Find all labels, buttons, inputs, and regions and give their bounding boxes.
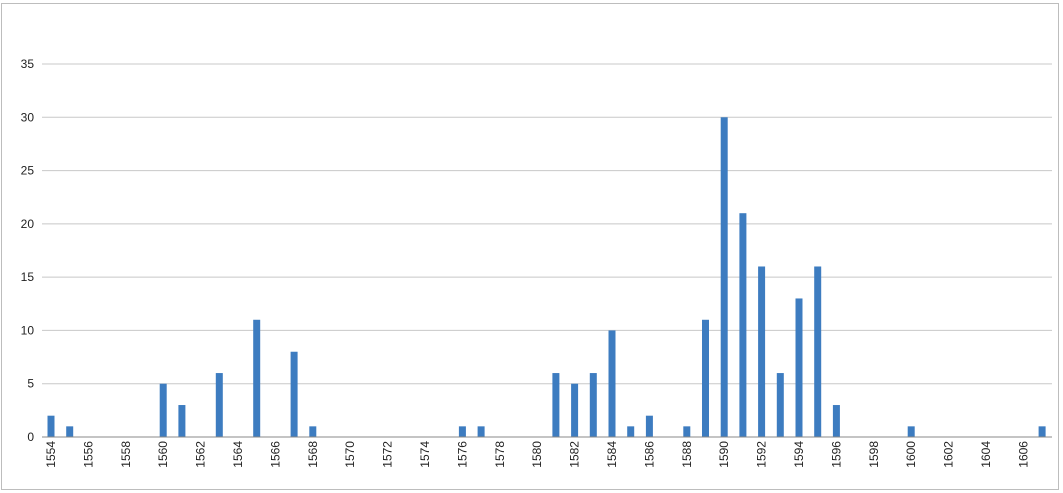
bar-1592	[758, 266, 766, 437]
y-tick-label-0: 0	[27, 430, 34, 444]
x-tick-label-1556: 1556	[81, 441, 95, 468]
bar-1585	[627, 426, 635, 437]
bar-1576	[458, 426, 466, 437]
bar-1594	[795, 298, 803, 437]
x-tick-label-1558: 1558	[119, 441, 133, 468]
bar-1567	[290, 351, 298, 437]
x-tick-label-1570: 1570	[343, 441, 357, 468]
bar-1582	[571, 383, 579, 437]
bar-1577	[477, 426, 485, 437]
bar-1561	[178, 405, 186, 437]
y-tick-label-10: 10	[21, 323, 35, 337]
x-tick-label-1560: 1560	[156, 441, 170, 468]
x-tick-label-1564: 1564	[231, 441, 245, 468]
x-tick-label-1572: 1572	[381, 441, 395, 468]
x-tick-label-1568: 1568	[306, 441, 320, 468]
x-tick-label-1592: 1592	[755, 441, 769, 468]
x-tick-label-1600: 1600	[904, 441, 918, 468]
x-tick-label-1590: 1590	[717, 441, 731, 468]
y-tick-label-30: 30	[21, 110, 35, 124]
y-tick-label-5: 5	[27, 377, 34, 391]
bar-1568	[309, 426, 317, 437]
y-tick-label-15: 15	[21, 270, 35, 284]
x-tick-label-1586: 1586	[642, 441, 656, 468]
bar-1600	[907, 426, 915, 437]
bar-1586	[645, 415, 653, 437]
gridlines	[42, 63, 1052, 385]
bar-1593	[776, 373, 784, 437]
y-axis-ticks: 0 5 10 15 20 25 30 35	[21, 57, 35, 444]
x-tick-label-1580: 1580	[530, 441, 544, 468]
x-tick-label-1562: 1562	[194, 441, 208, 468]
bar-1554	[47, 415, 55, 437]
x-tick-label-1582: 1582	[568, 441, 582, 468]
x-tick-label-1596: 1596	[829, 441, 843, 468]
x-tick-label-1588: 1588	[680, 441, 694, 468]
x-tick-label-1574: 1574	[418, 441, 432, 468]
bar-1591	[739, 213, 747, 437]
bar-1584	[608, 330, 616, 437]
y-tick-label-20: 20	[21, 217, 35, 231]
bar-1581	[552, 373, 560, 437]
bar-1588	[683, 426, 691, 437]
x-tick-label-1604: 1604	[979, 441, 993, 468]
bar-1565	[253, 319, 261, 437]
bar-1563	[215, 373, 223, 437]
bar-1560	[159, 383, 167, 437]
x-tick-label-1554: 1554	[44, 441, 58, 468]
bar-1589	[702, 319, 709, 437]
bar-1583	[589, 373, 597, 437]
chart-frame	[1, 3, 1059, 490]
x-tick-label-1602: 1602	[942, 441, 956, 468]
y-tick-label-35: 35	[21, 57, 35, 71]
bar-1595	[814, 266, 822, 437]
x-tick-label-1584: 1584	[605, 441, 619, 468]
x-tick-label-1606: 1606	[1016, 441, 1030, 468]
bar-1596	[832, 405, 840, 437]
x-tick-label-1576: 1576	[455, 441, 469, 468]
x-tick-label-1594: 1594	[792, 441, 806, 468]
x-axis-ticks: 1554 1556 1558 1560 1562 1564 1566 1568 1570 1572…	[44, 441, 1030, 468]
bar-1555	[66, 426, 74, 437]
x-tick-label-1598: 1598	[867, 441, 881, 468]
x-tick-label-1566: 1566	[268, 441, 282, 468]
bars	[47, 117, 1046, 438]
bar-1607	[1038, 426, 1046, 437]
y-tick-label-25: 25	[21, 164, 35, 178]
bar-1590	[720, 117, 728, 438]
x-tick-label-1578: 1578	[493, 441, 507, 468]
